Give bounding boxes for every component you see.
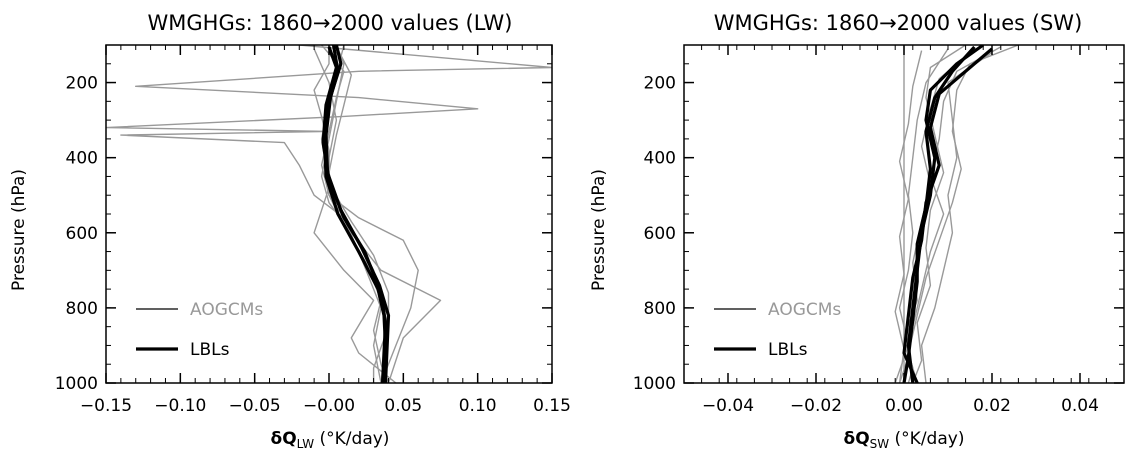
series-aogcm-sw-6 (894, 50, 923, 383)
series-group-sw (894, 45, 1019, 383)
legend-sw: AOGCMs LBLs (714, 300, 841, 360)
legend-lw: AOGCMs LBLs (136, 300, 263, 360)
x-axis-label-lw-unit: (°K/day) (314, 429, 389, 449)
x-tick-label: −0.10 (154, 396, 206, 416)
y-tick-label: 200 (66, 74, 98, 94)
x-tick-label: 0.02 (973, 396, 1011, 416)
y-axis-label-lw: Pressure (hPa) (9, 169, 29, 291)
x-axis-label-lw: δQLW (°K/day) (271, 429, 390, 449)
x-tick-label: −0.00 (303, 396, 355, 416)
x-tick-label: 0.10 (459, 396, 497, 416)
series-aogcm-sw-7 (920, 51, 993, 383)
x-tick-label: 0.05 (384, 396, 422, 416)
y-axis-label-sw: Pressure (hPa) (589, 169, 609, 291)
series-aogcm-sw-8 (912, 45, 966, 383)
plot-area-lw: −0.15 −0.10 −0.05 −0.00 0.05 0.10 0.15 200 400 60… (55, 44, 571, 416)
series-aogcm-sw-5 (894, 48, 949, 383)
panel-lw: WMGHGs: 1860→2000 values (LW) Pressure (… (9, 11, 571, 449)
x-axis-label-sw-subscript: SW (870, 437, 890, 449)
x-tick-label: 0.15 (533, 396, 571, 416)
plot-area-sw: −0.04 −0.02 0.00 0.02 0.04 200 400 600 800 1000 AO… (633, 44, 1125, 416)
y-tick-label: 600 (66, 224, 98, 244)
series-lbl-sw-3 (902, 45, 976, 383)
x-tick-label: −0.05 (229, 396, 281, 416)
x-axis-label-lw-symbol: δQ (271, 429, 297, 449)
x-tick-label: 0.00 (885, 396, 923, 416)
y-tick-label: 1000 (633, 374, 676, 394)
x-axis-label-sw-unit: (°K/day) (889, 429, 964, 449)
series-aogcm-sw-2 (907, 45, 1019, 383)
panel-title-sw: WMGHGs: 1860→2000 values (SW) (714, 11, 1083, 35)
panel-title-lw: WMGHGs: 1860→2000 values (LW) (148, 11, 513, 35)
x-tick-label: −0.02 (790, 396, 842, 416)
y-tick-label: 200 (644, 74, 676, 94)
series-group-lw (106, 45, 552, 383)
x-axis-label-lw-subscript: LW (297, 437, 315, 449)
y-tick-label: 400 (644, 149, 676, 169)
y-tick-label: 600 (644, 224, 676, 244)
legend-label-lbls: LBLs (190, 340, 230, 360)
x-tick-label: −0.04 (702, 396, 754, 416)
x-axis-label-sw: δQSW (°K/day) (844, 429, 965, 449)
y-tick-label: 1000 (55, 374, 98, 394)
legend-label-aogcms: AOGCMs (768, 300, 841, 320)
legend-label-lbls: LBLs (768, 340, 808, 360)
x-tick-label: 0.04 (1061, 396, 1099, 416)
x-tick-label: −0.15 (80, 396, 132, 416)
x-axis-label-sw-symbol: δQ (844, 429, 870, 449)
panel-sw: WMGHGs: 1860→2000 values (SW) Pressure (… (589, 11, 1125, 449)
legend-label-aogcms: AOGCMs (190, 300, 263, 320)
series-lbl-lw-3 (324, 45, 391, 383)
y-tick-label: 800 (644, 299, 676, 319)
y-tick-label: 800 (66, 299, 98, 319)
y-tick-label: 400 (66, 149, 98, 169)
